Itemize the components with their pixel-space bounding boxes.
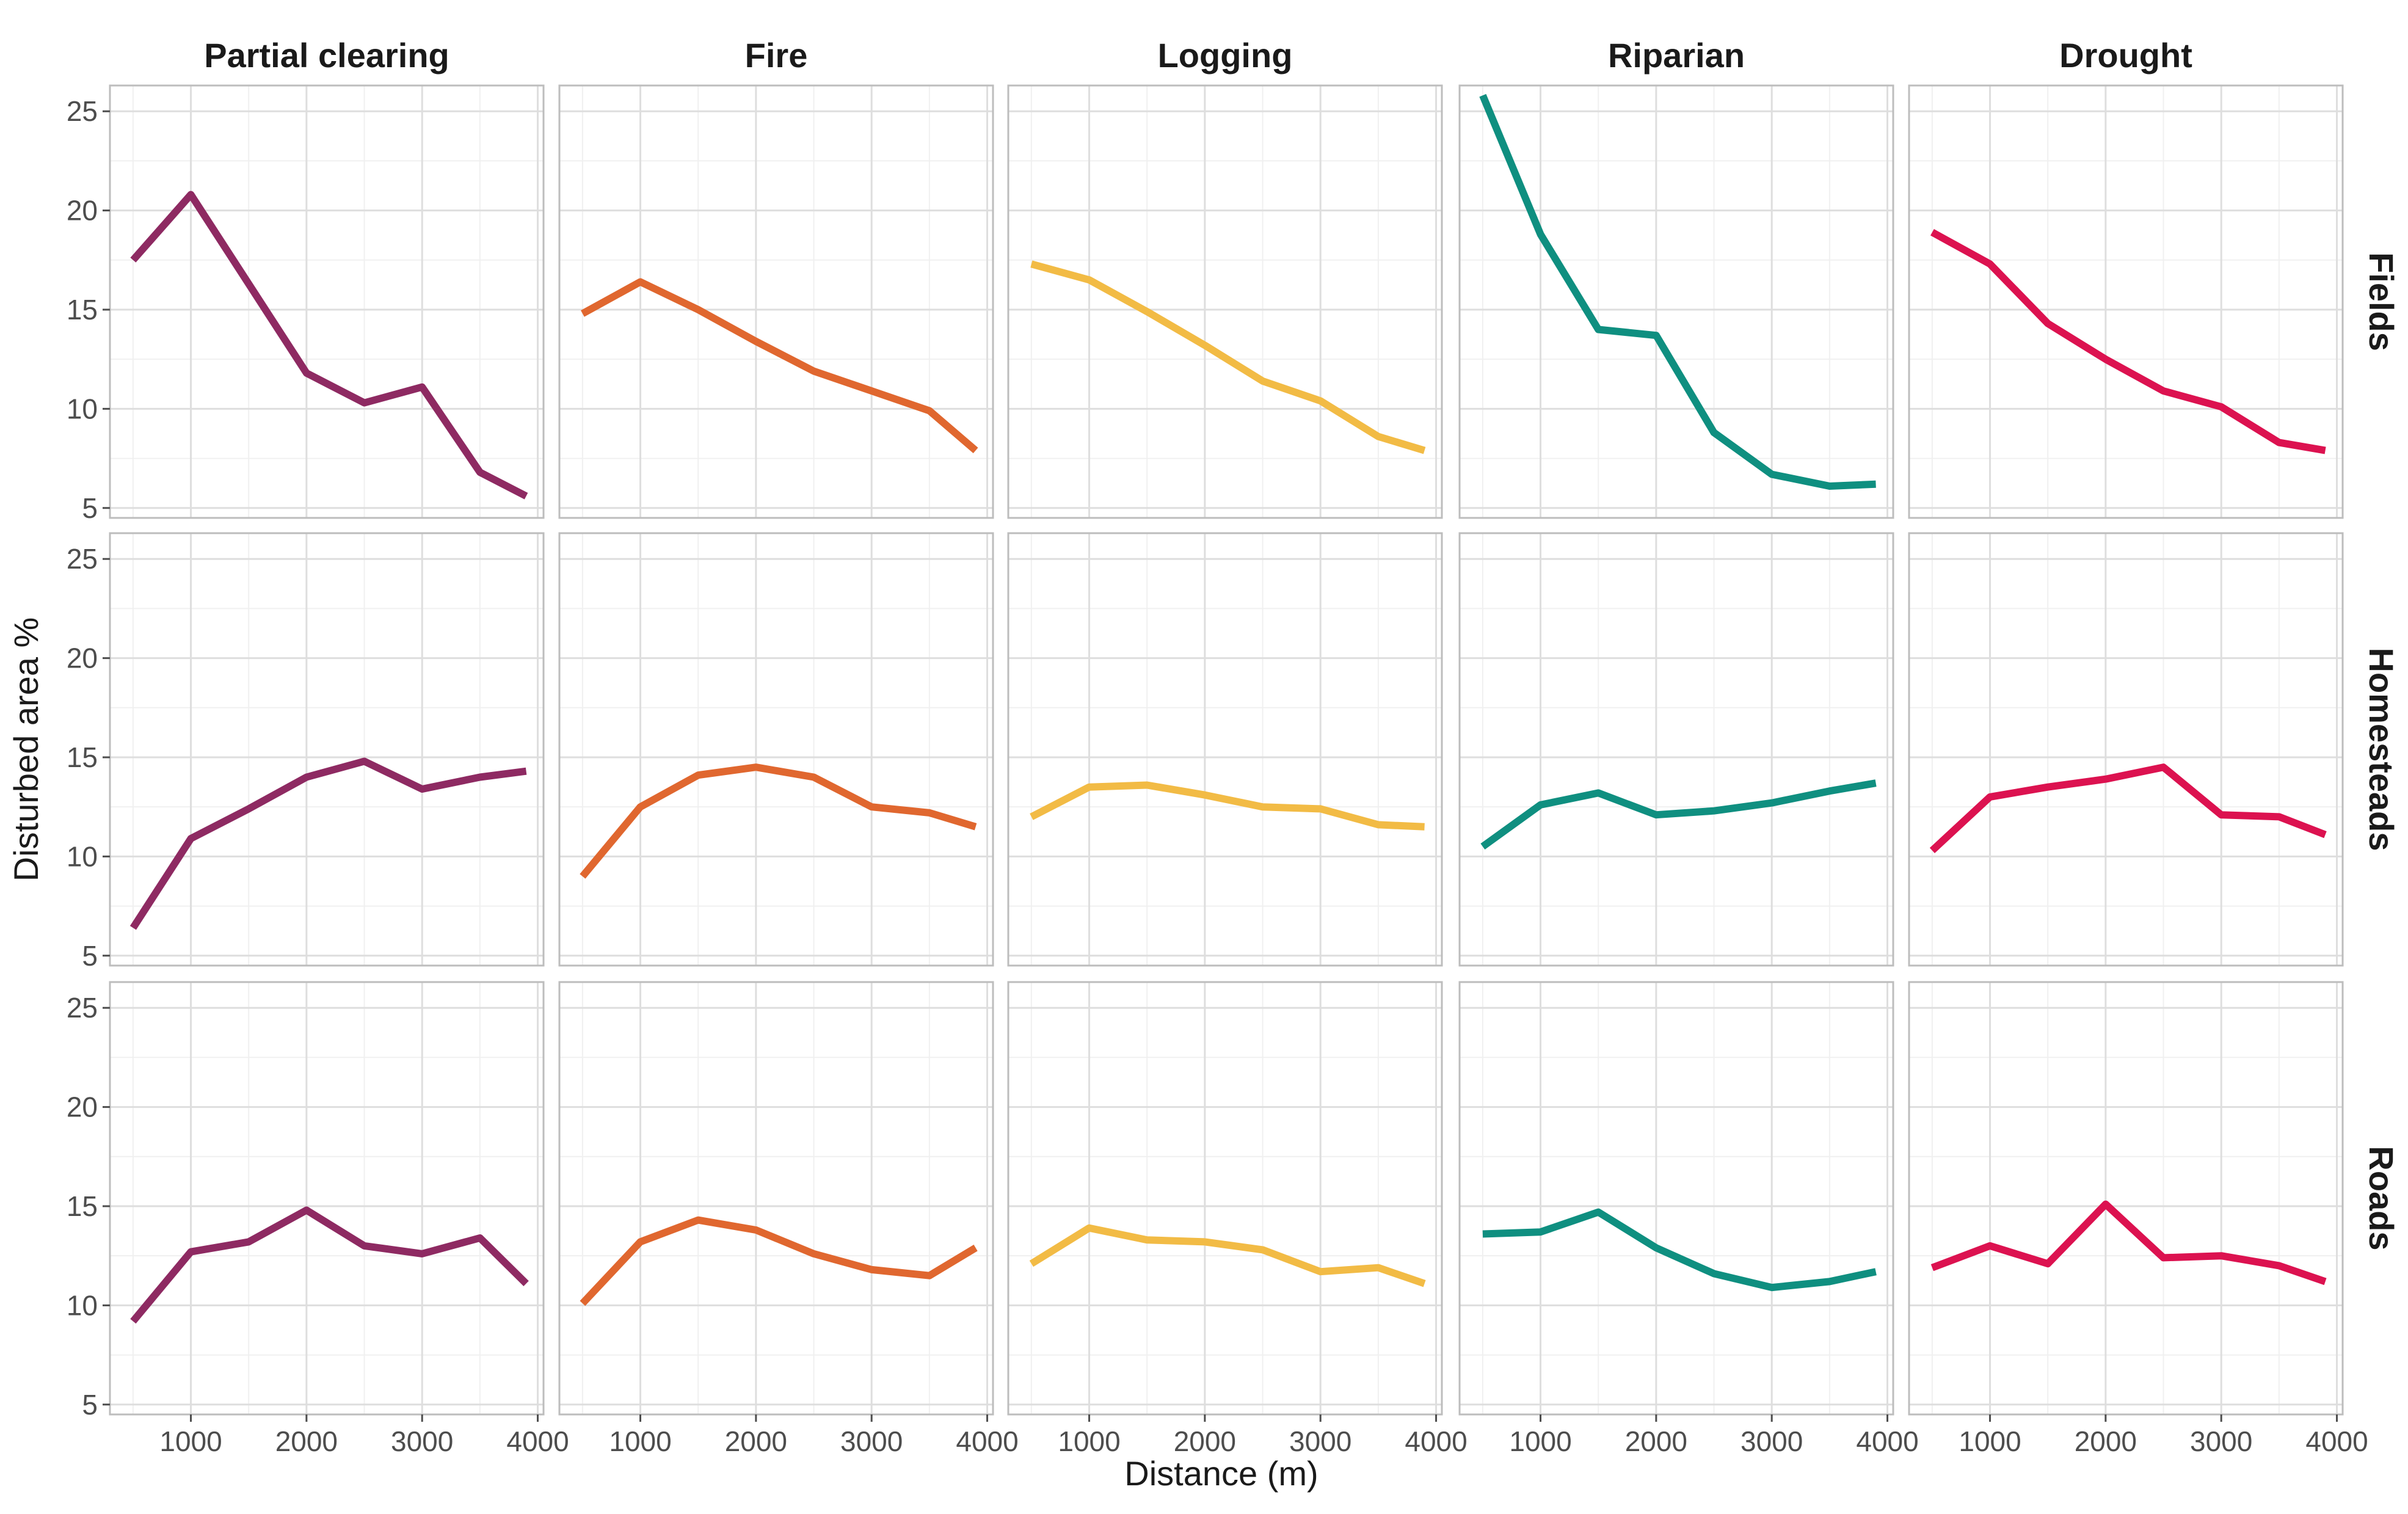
facet-column-title-riparian: Riparian (1608, 36, 1745, 75)
panel-border-fields-fire (558, 84, 994, 519)
panel-border-homesteads-fire (558, 532, 994, 967)
y-tick-label: 15 (67, 741, 98, 773)
x-tick-label: 2000 (275, 1425, 338, 1457)
y-tick-label: 10 (67, 393, 98, 424)
x-tick-label: 2000 (2075, 1425, 2137, 1457)
x-tick-label: 2000 (1625, 1425, 1687, 1457)
y-tick-label: 5 (82, 940, 98, 972)
y-tick-label: 20 (67, 1091, 98, 1123)
panel-fields-drought-background (1909, 86, 2343, 518)
panel-homesteads-fire-background (559, 533, 993, 966)
series-line-fields-partial-clearing (130, 191, 528, 500)
series-line-roads-partial-clearing (130, 1206, 529, 1324)
x-tick-label: 3000 (1289, 1425, 1351, 1457)
panel-fields-fire-background (559, 86, 993, 518)
y-tick-label: 10 (67, 840, 98, 872)
facet-column-title-drought: Drought (2059, 36, 2192, 75)
facet-column-title-logging: Logging (1158, 36, 1293, 75)
panel-border-homesteads-logging (1007, 532, 1443, 967)
panel-border-homesteads-partial-clearing (109, 532, 545, 967)
panel-border-roads-fire (558, 981, 994, 1416)
panel-border-fields-partial-clearing (109, 84, 545, 519)
x-tick-label: 3000 (391, 1425, 453, 1457)
x-tick-label: 1000 (1058, 1425, 1120, 1457)
panel-homesteads-riparian-background (1460, 533, 1893, 966)
x-tick-label: 1000 (1509, 1425, 1571, 1457)
series-line-fields-logging (1030, 260, 1426, 454)
panel-border-homesteads-drought (1908, 532, 2344, 967)
panel-border-fields-drought (1908, 84, 2344, 519)
x-tick-label: 2000 (725, 1425, 787, 1457)
series-line-roads-fire (580, 1216, 978, 1306)
facet-row-title-fields: Fields (2362, 252, 2401, 351)
series-line-roads-drought (1930, 1200, 2327, 1286)
y-tick-label: 25 (67, 543, 98, 575)
x-tick-label: 2000 (1174, 1425, 1236, 1457)
panel-border-homesteads-riparian (1458, 532, 1894, 967)
panel-border-roads-riparian (1458, 981, 1894, 1416)
series-line-roads-riparian (1482, 1208, 1877, 1292)
panel-fields-riparian-background (1460, 86, 1893, 518)
facet-column-title-partial-clearing: Partial clearing (204, 36, 449, 75)
facet-column-title-fire: Fire (745, 36, 808, 75)
x-tick-label: 1000 (609, 1425, 671, 1457)
series-line-homesteads-riparian (1480, 779, 1877, 850)
panel-border-fields-riparian (1458, 84, 1894, 519)
x-tick-label: 3000 (840, 1425, 903, 1457)
panel-roads-drought-background (1909, 982, 2343, 1414)
series-line-fields-drought (1930, 229, 2326, 454)
panel-roads-logging-background (1008, 982, 1442, 1414)
y-tick-label: 5 (82, 492, 98, 524)
series-line-roads-logging (1029, 1224, 1426, 1287)
facet-row-title-homesteads: Homesteads (2362, 647, 2401, 851)
y-tick-label: 25 (67, 992, 98, 1024)
x-tick-label: 4000 (1856, 1425, 1918, 1457)
x-tick-label: 4000 (2305, 1425, 2368, 1457)
panel-border-fields-logging (1007, 84, 1443, 519)
series-line-fields-riparian (1479, 93, 1876, 490)
panel-homesteads-drought-background (1909, 533, 2343, 966)
y-tick-label: 20 (67, 195, 98, 227)
y-tick-label: 15 (67, 294, 98, 326)
panel-roads-riparian-background (1460, 982, 1893, 1414)
x-tick-label: 3000 (1741, 1425, 1803, 1457)
panel-border-roads-partial-clearing (109, 981, 545, 1416)
panel-roads-partial-clearing-background (110, 982, 544, 1414)
series-line-homesteads-drought (1929, 763, 2327, 854)
x-tick-label: 4000 (1405, 1425, 1467, 1457)
y-tick-label: 5 (82, 1389, 98, 1421)
x-tick-label: 1000 (1959, 1425, 2021, 1457)
series-line-fields-fire (581, 278, 978, 454)
series-line-homesteads-partial-clearing (129, 757, 527, 930)
y-tick-label: 10 (67, 1289, 98, 1321)
panel-homesteads-logging-background (1008, 533, 1442, 966)
y-axis-title: Disturbed area % (7, 617, 45, 882)
x-tick-label: 4000 (956, 1425, 1018, 1457)
y-tick-label: 20 (67, 642, 98, 674)
panel-homesteads-partial-clearing-background (110, 533, 544, 966)
y-tick-label: 25 (67, 95, 98, 127)
x-tick-label: 4000 (506, 1425, 569, 1457)
panel-border-roads-logging (1007, 981, 1443, 1416)
panel-border-roads-drought (1908, 981, 2344, 1416)
panel-fields-partial-clearing-background (110, 86, 544, 518)
series-line-homesteads-logging (1030, 781, 1425, 831)
x-axis-title: Distance (m) (1124, 1454, 1318, 1493)
facet-row-title-roads: Roads (2362, 1146, 2401, 1250)
series-line-homesteads-fire (580, 763, 977, 879)
x-tick-label: 1000 (159, 1425, 222, 1457)
panel-roads-fire-background (559, 982, 993, 1414)
panel-fields-logging-background (1008, 86, 1442, 518)
y-tick-label: 15 (67, 1190, 98, 1222)
x-tick-label: 3000 (2190, 1425, 2252, 1457)
